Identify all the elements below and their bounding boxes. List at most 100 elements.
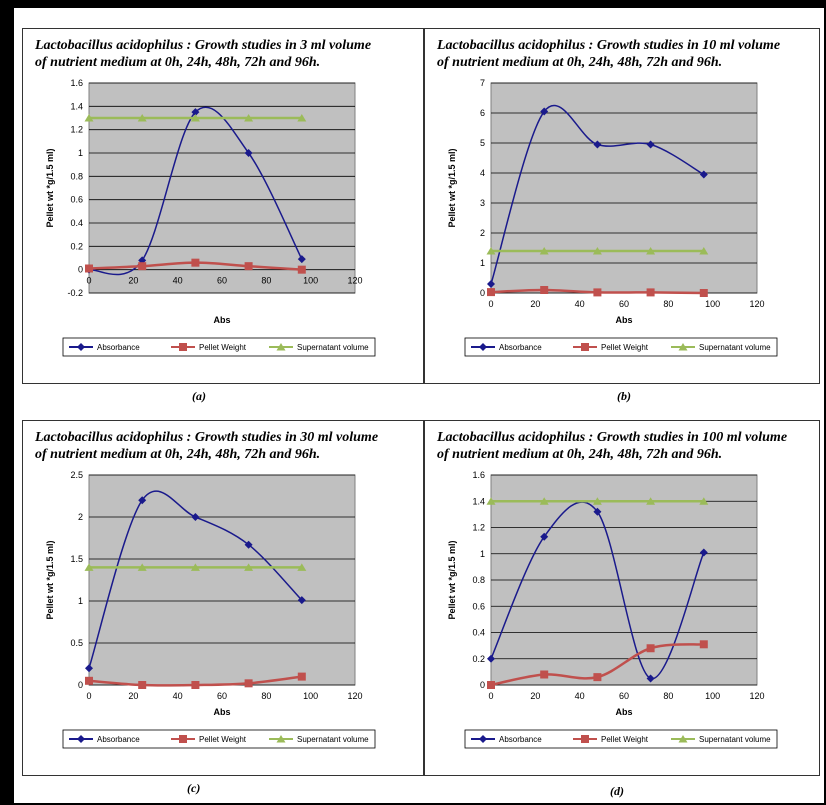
y-tick-label: 6 bbox=[480, 108, 485, 118]
x-tick-label: 40 bbox=[575, 691, 585, 701]
data-point bbox=[592, 497, 602, 505]
data-point bbox=[297, 255, 306, 264]
legend-marker bbox=[479, 735, 487, 743]
chart-title-line: Lactobacillus acidophilus : Growth studi… bbox=[34, 38, 371, 53]
y-tick-label: 0.4 bbox=[70, 218, 83, 228]
y-tick-label: 0.8 bbox=[70, 171, 83, 181]
data-point bbox=[646, 644, 655, 653]
chart-title-line: Lactobacillus acidophilus : Growth studi… bbox=[436, 430, 787, 445]
x-tick-label: 100 bbox=[303, 691, 318, 701]
data-point bbox=[487, 288, 495, 297]
data-point bbox=[540, 107, 549, 116]
x-tick-label: 80 bbox=[663, 691, 673, 701]
y-tick-label: 0.2 bbox=[70, 241, 83, 251]
x-tick-label: 80 bbox=[261, 276, 271, 286]
y-tick-label: 0 bbox=[78, 680, 83, 690]
legend-marker bbox=[276, 735, 286, 743]
y-tick-label: 1.6 bbox=[70, 78, 83, 88]
data-point bbox=[699, 497, 709, 505]
y-tick-label: 1 bbox=[480, 258, 485, 268]
data-point bbox=[539, 247, 549, 255]
data-point bbox=[486, 497, 496, 505]
y-tick-label: 0 bbox=[78, 265, 83, 275]
data-point bbox=[297, 265, 306, 274]
data-point bbox=[593, 507, 602, 516]
caption-c: (c) bbox=[187, 781, 201, 795]
legend-label: Absorbance bbox=[97, 735, 140, 744]
y-tick-label: 4 bbox=[480, 168, 485, 178]
x-tick-label: 80 bbox=[261, 691, 271, 701]
legend-label: Supernatant volume bbox=[297, 735, 369, 744]
data-point bbox=[138, 262, 147, 271]
y-tick-label: -0.2 bbox=[67, 288, 83, 298]
chart-title-line: of nutrient medium at 0h, 24h, 48h, 72h … bbox=[437, 447, 722, 462]
chart-title-line: of nutrient medium at 0h, 24h, 48h, 72h … bbox=[35, 55, 320, 70]
y-tick-label: 0 bbox=[480, 288, 485, 298]
y-tick-label: 2.5 bbox=[70, 470, 83, 480]
y-axis-label: Pellet wt *g/1.5 ml) bbox=[45, 540, 55, 619]
data-point bbox=[137, 114, 147, 122]
y-tick-label: 0.5 bbox=[70, 638, 83, 648]
x-tick-label: 120 bbox=[749, 299, 764, 309]
chart-svg-c: Lactobacillus acidophilus : Growth studi… bbox=[34, 430, 378, 749]
chart-panel-c: Lactobacillus acidophilus : Growth studi… bbox=[22, 420, 424, 776]
data-point bbox=[244, 540, 253, 549]
legend-marker bbox=[77, 343, 85, 351]
y-tick-label: 5 bbox=[480, 138, 485, 148]
data-point bbox=[540, 532, 549, 541]
x-tick-label: 20 bbox=[128, 691, 138, 701]
caption-a: (a) bbox=[192, 389, 206, 403]
chart-svg-b: Lactobacillus acidophilus : Growth studi… bbox=[436, 38, 780, 357]
data-point bbox=[244, 563, 254, 571]
data-point bbox=[297, 563, 307, 571]
legend-box bbox=[62, 729, 376, 749]
data-point bbox=[487, 681, 495, 689]
y-tick-label: 1 bbox=[480, 549, 485, 559]
legend-label: Pellet Weight bbox=[601, 343, 649, 352]
data-point bbox=[297, 672, 306, 681]
chart-panel-b: Lactobacillus acidophilus : Growth studi… bbox=[424, 28, 820, 384]
data-point bbox=[190, 563, 200, 571]
data-point bbox=[191, 681, 200, 689]
x-axis-label: Abs bbox=[615, 315, 632, 325]
x-axis-label: Abs bbox=[213, 707, 230, 717]
chart-svg-d: Lactobacillus acidophilus : Growth studi… bbox=[436, 430, 787, 749]
legend-label: Pellet Weight bbox=[199, 735, 247, 744]
y-tick-label: 1.5 bbox=[70, 554, 83, 564]
y-axis-label: Pellet wt *g/1.5 ml) bbox=[447, 148, 457, 227]
data-point bbox=[85, 664, 93, 673]
data-point bbox=[487, 654, 495, 663]
y-tick-label: 2 bbox=[480, 228, 485, 238]
data-point bbox=[593, 288, 602, 297]
y-tick-label: 0.2 bbox=[472, 654, 485, 664]
series-line-1 bbox=[88, 490, 303, 669]
legend-marker bbox=[276, 343, 286, 351]
data-point bbox=[646, 674, 655, 683]
data-point bbox=[699, 247, 709, 255]
legend-marker bbox=[581, 343, 589, 351]
x-tick-label: 60 bbox=[619, 299, 629, 309]
data-point bbox=[191, 108, 200, 117]
x-tick-label: 40 bbox=[173, 276, 183, 286]
x-tick-label: 120 bbox=[347, 276, 362, 286]
data-point bbox=[297, 114, 307, 122]
y-tick-label: 1.4 bbox=[472, 496, 485, 506]
x-tick-label: 60 bbox=[619, 691, 629, 701]
chart-title-line: of nutrient medium at 0h, 24h, 48h, 72h … bbox=[437, 55, 722, 70]
x-tick-label: 0 bbox=[488, 299, 493, 309]
y-tick-label: 1.4 bbox=[70, 101, 83, 111]
data-point bbox=[85, 264, 93, 273]
x-tick-label: 100 bbox=[705, 299, 720, 309]
legend-label: Supernatant volume bbox=[699, 343, 771, 352]
chart-title-line: Lactobacillus acidophilus : Growth studi… bbox=[436, 38, 780, 53]
plot-area bbox=[490, 82, 758, 294]
y-axis-label: Pellet wt *g/1.5 ml) bbox=[447, 540, 457, 619]
data-point bbox=[646, 140, 655, 149]
y-tick-label: 0.4 bbox=[472, 628, 485, 638]
legend-label: Pellet Weight bbox=[601, 735, 649, 744]
legend-label: Absorbance bbox=[499, 735, 542, 744]
legend-marker bbox=[479, 343, 487, 351]
caption-d: (d) bbox=[610, 784, 624, 798]
plot-area bbox=[88, 474, 356, 686]
caption-b: (b) bbox=[617, 389, 631, 403]
